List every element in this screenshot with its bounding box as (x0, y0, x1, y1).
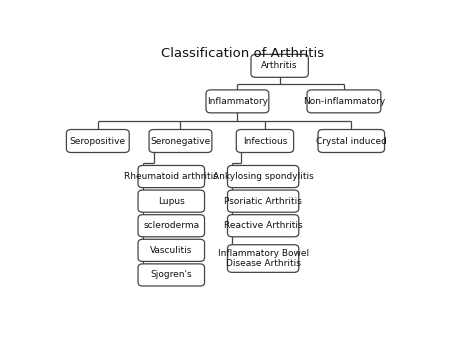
FancyBboxPatch shape (307, 90, 381, 113)
FancyBboxPatch shape (206, 90, 269, 113)
Text: Lupus: Lupus (158, 197, 185, 206)
Text: Ankylosing spondylitis: Ankylosing spondylitis (213, 172, 313, 181)
Text: Psoriatic Arthritis: Psoriatic Arthritis (224, 197, 302, 206)
Text: scleroderma: scleroderma (143, 221, 200, 230)
FancyBboxPatch shape (251, 54, 308, 77)
FancyBboxPatch shape (138, 165, 205, 187)
FancyBboxPatch shape (228, 215, 299, 237)
FancyBboxPatch shape (138, 190, 205, 212)
Text: Classification of Arthritis: Classification of Arthritis (161, 47, 325, 60)
Text: Seropositive: Seropositive (70, 137, 126, 146)
FancyBboxPatch shape (138, 215, 205, 237)
Text: Arthritis: Arthritis (261, 61, 298, 70)
FancyBboxPatch shape (318, 130, 384, 153)
Text: Inflammatory: Inflammatory (207, 97, 268, 106)
FancyBboxPatch shape (228, 245, 299, 272)
Text: Sjogren's: Sjogren's (150, 271, 192, 279)
FancyBboxPatch shape (138, 264, 205, 286)
FancyBboxPatch shape (237, 130, 293, 153)
FancyBboxPatch shape (228, 190, 299, 212)
Text: Vasculitis: Vasculitis (150, 246, 192, 255)
Text: Inflammatory Bowel
Disease Arthritis: Inflammatory Bowel Disease Arthritis (218, 249, 309, 268)
FancyBboxPatch shape (138, 239, 205, 261)
FancyBboxPatch shape (149, 130, 212, 153)
FancyBboxPatch shape (228, 165, 299, 187)
Text: Seronegative: Seronegative (150, 137, 210, 146)
Text: Rheumatoid arthritis: Rheumatoid arthritis (124, 172, 218, 181)
Text: Infectious: Infectious (243, 137, 287, 146)
Text: Non-inflammatory: Non-inflammatory (303, 97, 385, 106)
FancyBboxPatch shape (66, 130, 129, 153)
Text: Crystal induced: Crystal induced (316, 137, 387, 146)
Text: Reactive Arthritis: Reactive Arthritis (224, 221, 302, 230)
